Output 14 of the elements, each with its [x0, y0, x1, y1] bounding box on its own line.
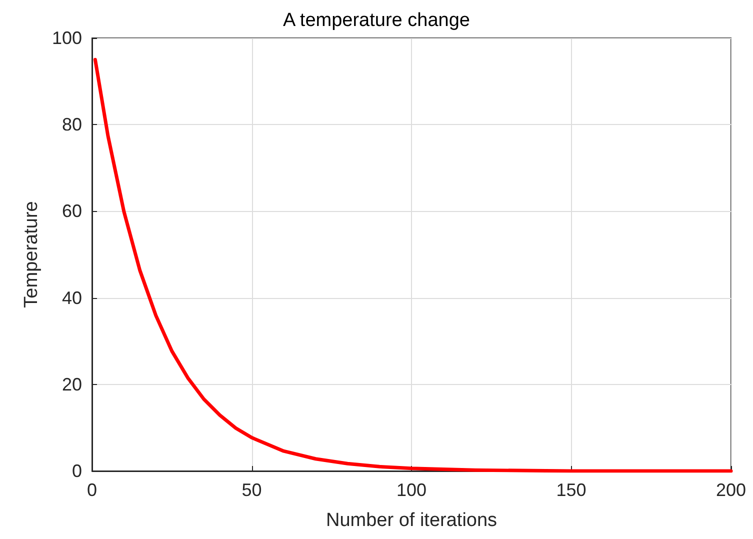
chart-title: A temperature change: [283, 10, 470, 31]
y-tick-label: 100: [52, 28, 82, 48]
y-axis-title: Temperature: [21, 201, 42, 308]
x-tick-label: 0: [86, 480, 98, 500]
x-axis-title: Number of iterations: [326, 510, 498, 531]
x-tick-label: 150: [556, 480, 586, 500]
x-tick-label: 100: [396, 480, 427, 500]
y-tick-label: 80: [62, 114, 82, 135]
y-tick-label: 60: [62, 201, 82, 222]
y-tick-label: 40: [62, 288, 82, 308]
x-tick-label: 200: [716, 480, 746, 500]
y-tick-label: 0: [72, 461, 82, 481]
x-tick-label: 50: [242, 480, 262, 500]
y-tick-label: 20: [62, 374, 82, 394]
